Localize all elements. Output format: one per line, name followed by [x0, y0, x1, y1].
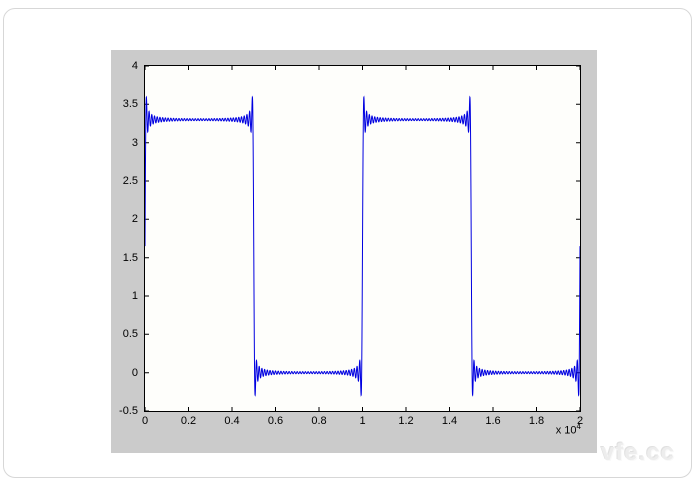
y-tick-label: 0 [131, 366, 138, 379]
y-tick-label: 2.5 [122, 175, 138, 187]
x-tick-label: 0 [141, 415, 149, 427]
x-tick-label: 0.2 [180, 415, 197, 427]
x-tick-label: 1.8 [528, 415, 545, 427]
x-tick-label: 1 [359, 415, 366, 427]
waveform-plot [145, 66, 580, 411]
y-tick-label: 3.5 [122, 98, 138, 111]
x-tick-label: 0.8 [311, 415, 327, 427]
plot-axes [144, 65, 581, 412]
x-tick-label: 1.4 [441, 415, 458, 427]
y-tick-label: 0.5 [122, 328, 138, 341]
x-tick-label: 0.6 [267, 415, 284, 427]
watermark: vfe.cc [600, 439, 675, 466]
matlab-figure: 4 3.5 3 2.5 2 1.5 1 0.5 0 -0.5 0 0.2 0.4 0.6 0.8 1 1.2 1… [111, 50, 597, 453]
y-tick-label: 3 [131, 136, 138, 149]
y-tick-label: 4 [131, 60, 138, 72]
y-tick-label: 1 [131, 290, 138, 302]
x-tick-label: 1.6 [485, 415, 501, 427]
y-tick-label: 1.5 [122, 251, 138, 264]
x-axis-exponent-label: x 104 [556, 422, 581, 437]
x-tick-label: 0.4 [224, 415, 240, 427]
exponent-prefix: x 10 [555, 424, 577, 437]
x-tick-label: 1.2 [398, 415, 414, 427]
axis-ticks [145, 66, 580, 411]
page-card: 4 3.5 3 2.5 2 1.5 1 0.5 0 -0.5 0 0.2 0.4 0.6 0.8 1 1.2 1… [3, 8, 692, 478]
exponent-value: 4 [576, 422, 581, 431]
y-tick-label: -0.5 [119, 405, 138, 417]
y-tick-label: 2 [131, 213, 138, 226]
x-tick-label: 2 [576, 415, 584, 427]
square-wave-trace [145, 95, 580, 397]
